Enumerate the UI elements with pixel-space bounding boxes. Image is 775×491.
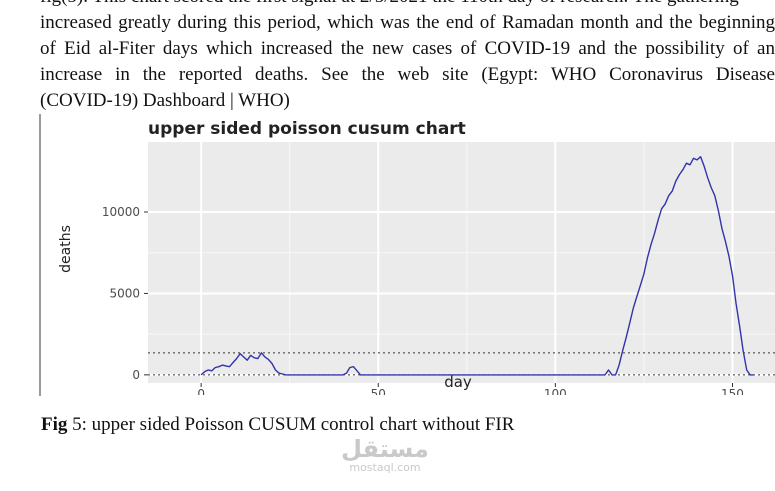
x-axis-ticks: 0 50 100 150	[197, 383, 744, 395]
y-tick-label: 5000	[109, 286, 140, 300]
y-tick-label: 10000	[102, 205, 140, 219]
paragraph-line: (COVID-19) Dashboard | WHO)	[40, 90, 290, 111]
figure-caption: Fig 5: upper sided Poisson CUSUM control…	[41, 414, 514, 436]
mostaql-watermark: مستقل mostaql.com	[330, 436, 440, 474]
watermark-latin: mostaql.com	[349, 461, 421, 474]
paragraph-line: fig(5). This chart scored the first sign…	[40, 0, 775, 10]
figure-left-border	[39, 114, 41, 396]
x-tick-label: 100	[544, 387, 567, 395]
plot-panel	[148, 142, 775, 383]
x-axis-label: day	[444, 373, 472, 391]
grid-lines	[148, 142, 775, 383]
y-axis-ticks: 0 5000 10000	[102, 205, 148, 382]
series-layer	[200, 156, 754, 376]
paragraph-line: increase in the reported deaths. See the…	[40, 64, 775, 85]
caption-label: Fig	[41, 414, 68, 435]
y-tick-label: 0	[132, 368, 140, 382]
y-axis-label: deaths	[58, 225, 74, 273]
body-paragraph: fig(5). This chart scored the first sign…	[40, 0, 775, 114]
cusum-chart: upper sided poisson cusum chart 0 50 100 15…	[58, 119, 775, 395]
chart-title: upper sided poisson cusum chart	[148, 119, 466, 139]
watermark-arabic: مستقل	[341, 435, 429, 463]
x-tick-label: 0	[197, 387, 205, 395]
x-tick-label: 150	[721, 387, 744, 395]
paragraph-line: of Eid al-Fiter days which increased the…	[40, 38, 775, 59]
paragraph-line: increased greatly during this period, wh…	[40, 12, 775, 33]
x-tick-label: 50	[371, 387, 386, 395]
caption-text: 5: upper sided Poisson CUSUM control cha…	[67, 414, 515, 435]
series-line	[200, 156, 754, 376]
